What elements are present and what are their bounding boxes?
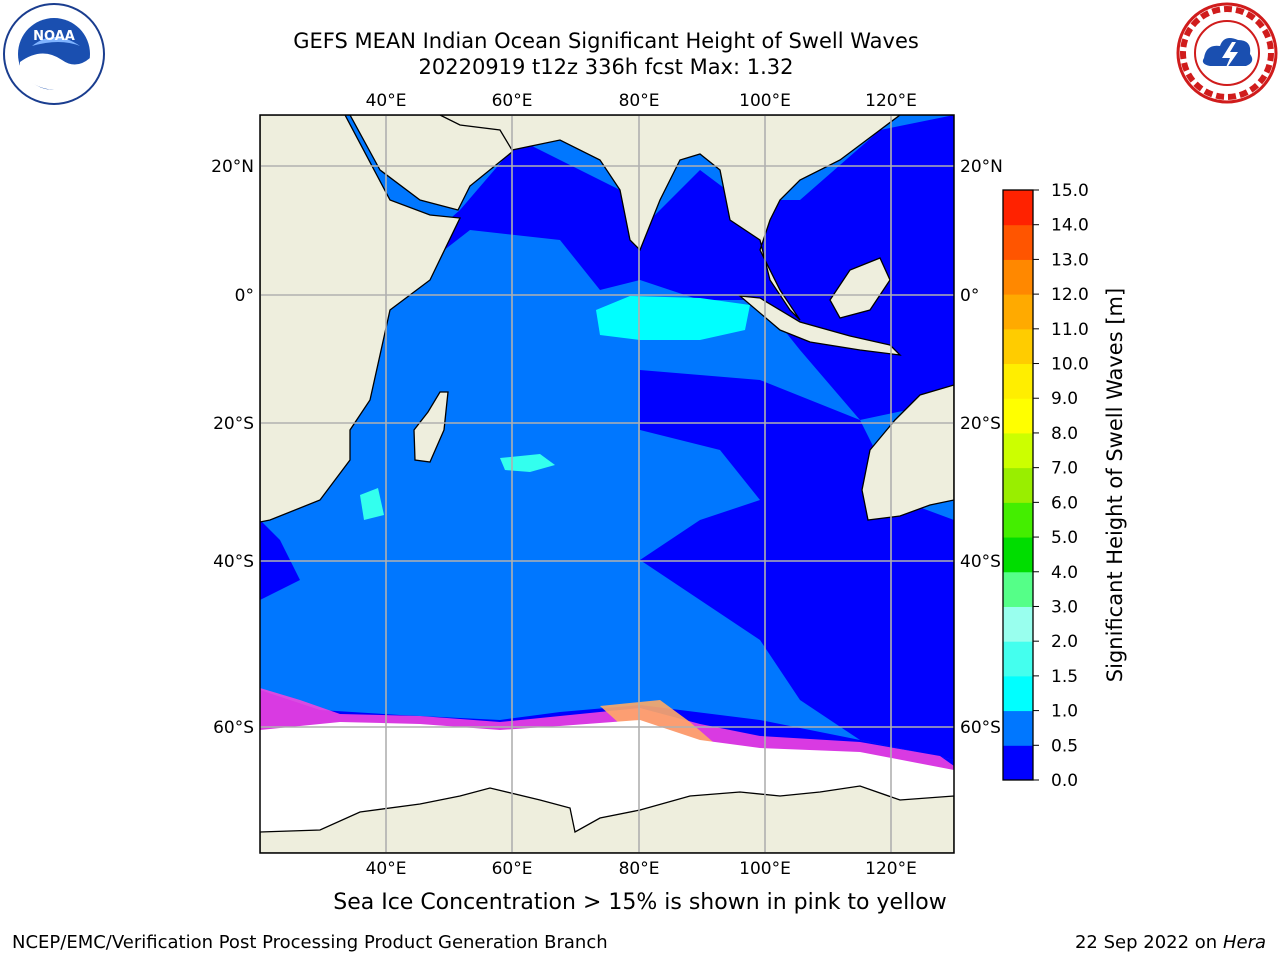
colorbar-segment — [1003, 432, 1033, 469]
colorbar-tick-label: 7.0 — [1051, 459, 1078, 479]
lat-label-right-40s: 40°S — [960, 552, 1001, 572]
noaa-logo-icon: NOAA — [3, 3, 105, 105]
swell-zone-high-1 — [500, 454, 555, 472]
lon-label-bottom-120: 120°E — [865, 859, 917, 879]
lon-label-top-100: 100°E — [739, 91, 791, 111]
colorbar-label: Significant Height of Swell Waves [m] — [1103, 288, 1127, 682]
colorbar-segment — [1003, 328, 1033, 365]
colorbar-tick-label: 1.0 — [1051, 702, 1078, 722]
colorbar-segment — [1003, 675, 1033, 712]
land-africa — [260, 115, 954, 523]
lat-label-right-20n: 20°N — [960, 157, 1003, 177]
colorbar-segment — [1003, 537, 1033, 573]
colorbar-segment — [1003, 502, 1033, 538]
lat-label-right-0: 0° — [960, 286, 979, 306]
svg-text:NOAA: NOAA — [33, 29, 75, 44]
footer-date-text: 22 Sep 2022 on — [1074, 932, 1218, 953]
colorbar-segment — [1003, 190, 1033, 226]
chart-subtitle: 20220919 t12z 336h fcst Max: 1.32 — [418, 55, 794, 79]
colorbar-tick-label: 9.0 — [1051, 389, 1078, 409]
colorbar-tick-label: 14.0 — [1051, 216, 1089, 236]
nws-logo-icon — [1176, 2, 1278, 104]
colorbar-segment — [1003, 571, 1033, 607]
colorbar-tick-label: 1.5 — [1051, 667, 1078, 687]
colorbar: 0.0 0.5 1.0 1.5 2.0 3.0 4.0 5.0 6.0 7.0 8.0 9.0 10.0… — [1002, 181, 1089, 791]
lon-label-top-80: 80°E — [619, 91, 660, 111]
lat-label-right-60s: 60°S — [960, 718, 1001, 738]
map-grid — [260, 115, 954, 853]
colorbar-tick-label: 5.0 — [1051, 528, 1078, 548]
lon-label-bottom-40: 40°E — [366, 859, 407, 879]
lon-label-bottom-60: 60°E — [492, 859, 533, 879]
colorbar-tick-label: 2.0 — [1051, 632, 1078, 652]
colorbar-tick-label: 0.0 — [1051, 771, 1078, 791]
colorbar-tick-label: 13.0 — [1051, 250, 1089, 270]
colorbar-tick-label: 8.0 — [1051, 424, 1078, 444]
map-frame — [259, 114, 955, 854]
colorbar-tick-label: 10.0 — [1051, 355, 1089, 375]
lat-label-right-20s: 20°S — [960, 414, 1001, 434]
lat-label-left-60s: 60°S — [213, 718, 254, 738]
swell-zone-low-west — [260, 520, 300, 600]
lat-label-left-0: 0° — [235, 286, 254, 306]
footer-machine: Hera — [1222, 932, 1266, 953]
colorbar-tick-label: 6.0 — [1051, 493, 1078, 513]
lon-label-bottom-100: 100°E — [739, 859, 791, 879]
colorbar-segment — [1003, 259, 1033, 295]
swell-zone-low-north — [380, 115, 954, 420]
swell-zone-high-equator — [596, 296, 750, 340]
land-madagascar — [413, 391, 449, 463]
colorbar-segment — [1003, 745, 1033, 781]
colorbar-tick-label: 3.0 — [1051, 597, 1078, 617]
lat-label-left-40s: 40°S — [213, 552, 254, 572]
colorbar-segment — [1003, 606, 1033, 642]
colorbar-tick-label: 12.0 — [1051, 285, 1089, 305]
lon-label-bottom-80: 80°E — [619, 859, 660, 879]
swell-zone-high-2 — [360, 488, 384, 520]
colorbar-segment — [1003, 294, 1033, 330]
colorbar-segment — [1003, 363, 1033, 399]
colorbar-segment — [1003, 641, 1033, 677]
colorbar-frame — [1002, 189, 1034, 781]
colorbar-segment — [1003, 467, 1033, 503]
chart-title: GEFS MEAN Indian Ocean Significant Heigh… — [293, 29, 919, 53]
map-area — [260, 115, 954, 853]
lon-label-top-120: 120°E — [865, 91, 917, 111]
colorbar-segment — [1003, 224, 1033, 260]
land-antarctica — [260, 785, 954, 853]
colorbar-tick-label: 15.0 — [1051, 181, 1089, 201]
lon-label-top-40: 40°E — [366, 91, 407, 111]
land-indonesia — [737, 257, 902, 356]
colorbar-segment — [1003, 710, 1033, 746]
lat-label-left-20s: 20°S — [213, 414, 254, 434]
sea-ice-note: Sea Ice Concentration > 15% is shown in … — [333, 890, 947, 915]
footer-branch: NCEP/EMC/Verification Post Processing Pr… — [12, 932, 608, 953]
colorbar-segment — [1003, 398, 1033, 434]
colorbar-tick-label: 0.5 — [1051, 736, 1078, 756]
colorbar-tick-label: 11.0 — [1051, 320, 1089, 340]
land-australia — [861, 384, 954, 521]
lon-label-top-60: 60°E — [492, 91, 533, 111]
footer-date: 22 Sep 2022 on Hera — [1075, 932, 1266, 953]
lat-label-left-20n: 20°N — [211, 157, 254, 177]
colorbar-tick-label: 4.0 — [1051, 563, 1078, 583]
